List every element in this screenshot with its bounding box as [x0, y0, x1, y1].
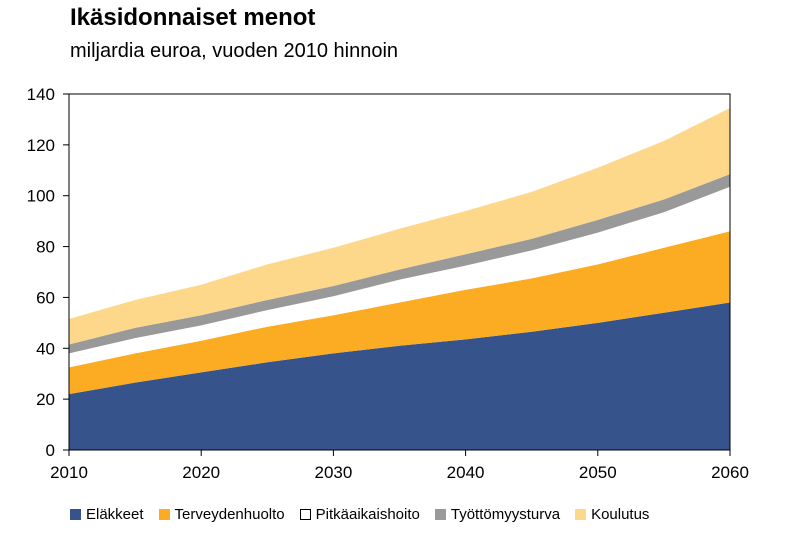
legend-swatch [70, 509, 81, 520]
legend-item: Pitkäaikaishoito [299, 506, 420, 523]
legend-swatch [158, 509, 170, 520]
y-tick-label: 0 [46, 441, 55, 460]
legend-swatch [434, 509, 446, 520]
legend-label: Terveydenhuolto [174, 506, 285, 523]
plot-frame [68, 93, 731, 451]
legend-label: Eläkkeet [86, 506, 144, 523]
legend-label: Koulutus [591, 506, 650, 523]
legend-label: Työttömyysturva [450, 506, 561, 523]
y-tick-label: 80 [36, 238, 55, 257]
x-tick-label: 2040 [447, 463, 485, 482]
area-koulutus [69, 108, 730, 345]
legend-label: Pitkäaikaishoito [315, 506, 420, 523]
y-tick-label: 120 [27, 136, 55, 155]
x-tick-label: 2030 [314, 463, 352, 482]
y-tick-label: 100 [27, 187, 55, 206]
area-työttömyysturva [69, 174, 730, 354]
legend-swatch [299, 509, 311, 520]
legend-item: Terveydenhuolto [158, 506, 285, 523]
chart-legend: Eläkkeet Terveydenhuolto Pitkäaikaishoito T… [70, 506, 664, 523]
legend-item: Eläkkeet [70, 506, 144, 523]
x-tick-label: 2050 [579, 463, 617, 482]
legend-item: Koulutus [575, 506, 649, 523]
chart-subtitle: miljardia euroa, vuoden 2010 hinnoin [70, 40, 399, 62]
legend-item: Työttömyysturva [434, 506, 561, 523]
y-tick-label: 60 [36, 288, 55, 307]
y-tick-label: 20 [36, 390, 55, 409]
x-tick-label: 2010 [50, 463, 88, 482]
area-pitkäaikaishoito [69, 186, 730, 368]
area-terveydenhuolto [69, 231, 730, 395]
area-eläkkeet [69, 302, 730, 450]
chart-title: Ikäsidonnaiset menot [70, 4, 316, 31]
x-tick-label: 2060 [711, 463, 749, 482]
legend-swatch [575, 509, 587, 520]
x-tick-label: 2020 [182, 463, 220, 482]
y-tick-label: 140 [27, 85, 55, 104]
y-tick-label: 40 [36, 339, 55, 358]
